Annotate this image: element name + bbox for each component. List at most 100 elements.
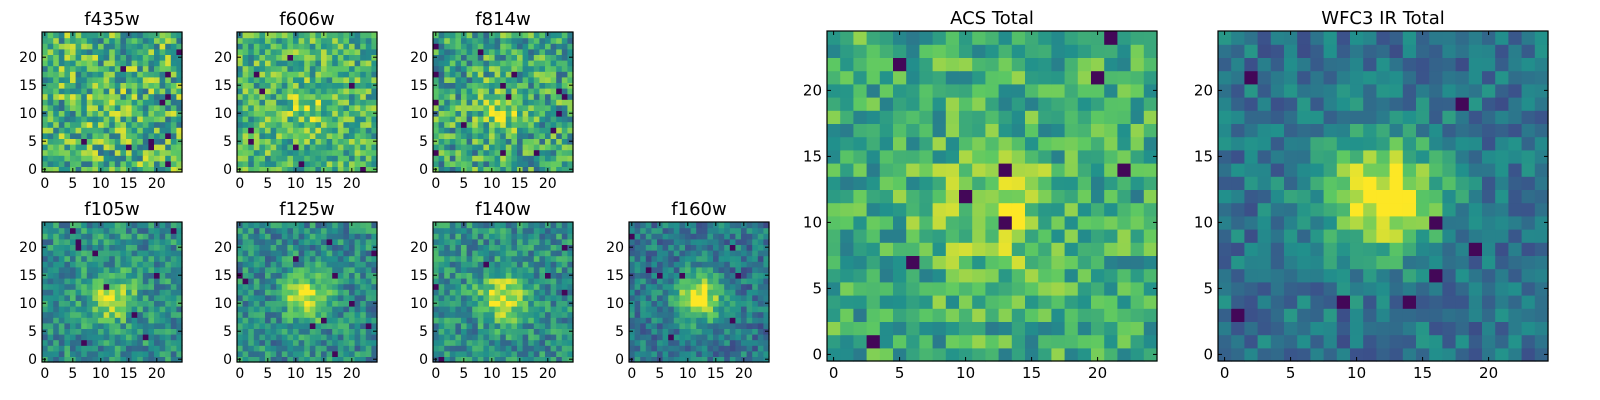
heatmap-cell xyxy=(729,339,736,346)
heatmap-cell xyxy=(690,283,697,290)
heatmap-cell xyxy=(567,266,574,273)
heatmap-cell xyxy=(477,88,484,95)
heatmap-cell xyxy=(932,215,947,230)
heatmap-cell xyxy=(142,166,149,173)
heatmap-cell xyxy=(281,48,288,55)
heatmap-cell xyxy=(550,227,557,234)
heatmap-cell xyxy=(545,283,552,290)
heatmap-cell xyxy=(690,311,697,318)
heatmap-cell xyxy=(668,306,675,313)
heatmap-cell xyxy=(137,93,144,100)
heatmap-cell xyxy=(517,261,524,268)
heatmap-cell xyxy=(1064,229,1079,243)
heatmap-cell xyxy=(64,311,71,318)
heatmap-cell xyxy=(494,43,501,50)
heatmap-cell xyxy=(466,116,473,123)
heatmap-cell xyxy=(349,227,356,234)
heatmap-cell xyxy=(103,238,110,245)
heatmap-cell xyxy=(42,71,49,78)
heatmap-cell xyxy=(142,317,149,324)
heatmap-cell xyxy=(701,294,708,301)
heatmap-cell xyxy=(265,54,272,61)
heatmap-cell xyxy=(707,311,714,318)
heatmap-cell xyxy=(304,71,311,78)
heatmap-cell xyxy=(651,300,658,307)
heatmap-cell xyxy=(724,311,731,318)
heatmap-cell xyxy=(148,144,155,151)
heatmap-cell xyxy=(304,76,311,83)
heatmap-cell xyxy=(137,266,144,273)
heatmap-cell xyxy=(752,244,759,251)
heatmap-cell xyxy=(109,238,116,245)
heatmap-cell xyxy=(343,116,350,123)
heatmap-cell xyxy=(472,306,479,313)
heatmap-cell xyxy=(365,160,372,167)
heatmap-cell xyxy=(176,76,183,83)
heatmap-cell xyxy=(332,289,339,296)
heatmap-cell xyxy=(58,54,65,61)
heatmap-cell xyxy=(315,233,322,240)
heatmap-cell xyxy=(879,321,894,336)
heatmap-cell xyxy=(567,261,574,268)
heatmap-cell xyxy=(154,294,161,301)
heatmap-cell xyxy=(483,261,490,268)
heatmap-cell xyxy=(309,93,316,100)
heatmap-cell xyxy=(270,339,277,346)
heatmap-cell xyxy=(517,132,524,139)
heatmap-cell xyxy=(444,54,451,61)
heatmap-cell xyxy=(673,317,680,324)
heatmap-cell xyxy=(248,317,255,324)
heatmap-cell xyxy=(287,356,294,363)
heatmap-cell xyxy=(309,116,316,123)
heatmap-cell xyxy=(281,311,288,318)
heatmap-cell xyxy=(662,222,669,229)
heatmap-cell xyxy=(511,82,518,89)
heatmap-cell xyxy=(354,250,361,257)
heatmap-cell xyxy=(1091,189,1105,204)
heatmap-cell xyxy=(360,110,367,117)
heatmap-cell xyxy=(349,289,356,296)
heatmap-cell xyxy=(53,250,60,257)
heatmap-cell xyxy=(657,272,664,279)
heatmap-cell xyxy=(237,311,244,318)
heatmap-cell xyxy=(315,48,322,55)
heatmap-cell xyxy=(1077,308,1092,322)
heatmap-cell xyxy=(321,60,328,67)
heatmap-cell xyxy=(1025,347,1039,362)
heatmap-cell xyxy=(304,300,311,307)
heatmap-cell xyxy=(354,76,361,83)
heatmap-cell xyxy=(567,37,574,44)
heatmap-cell xyxy=(466,278,473,285)
heatmap-cell xyxy=(449,48,456,55)
heatmap-cell xyxy=(455,238,462,245)
heatmap-cell xyxy=(276,65,283,72)
heatmap-cell xyxy=(827,255,841,270)
heatmap-cell xyxy=(259,48,266,55)
heatmap-cell xyxy=(304,132,311,139)
heatmap-cell xyxy=(539,255,546,262)
heatmap-cell xyxy=(154,43,161,50)
heatmap-cell xyxy=(511,306,518,313)
heatmap-cell xyxy=(343,121,350,128)
heatmap-cell xyxy=(522,160,529,167)
heatmap-cell xyxy=(70,82,77,89)
heatmap-cell xyxy=(321,266,328,273)
heatmap-cell xyxy=(696,283,703,290)
heatmap-cell xyxy=(47,88,54,95)
heatmap-cell xyxy=(170,266,177,273)
heatmap-cell xyxy=(326,144,333,151)
heatmap-cell xyxy=(304,255,311,262)
heatmap-cell xyxy=(120,132,127,139)
heatmap-cell xyxy=(343,37,350,44)
heatmap-cell xyxy=(81,334,88,341)
heatmap-cell xyxy=(449,149,456,156)
heatmap-cell xyxy=(517,37,524,44)
heatmap-cell xyxy=(332,32,339,39)
heatmap-cell xyxy=(349,48,356,55)
heatmap-cell xyxy=(477,116,484,123)
heatmap-cell xyxy=(466,32,473,39)
heatmap-cell xyxy=(466,283,473,290)
heatmap-cell xyxy=(567,222,574,229)
heatmap-cell xyxy=(696,311,703,318)
heatmap-cell xyxy=(545,244,552,251)
